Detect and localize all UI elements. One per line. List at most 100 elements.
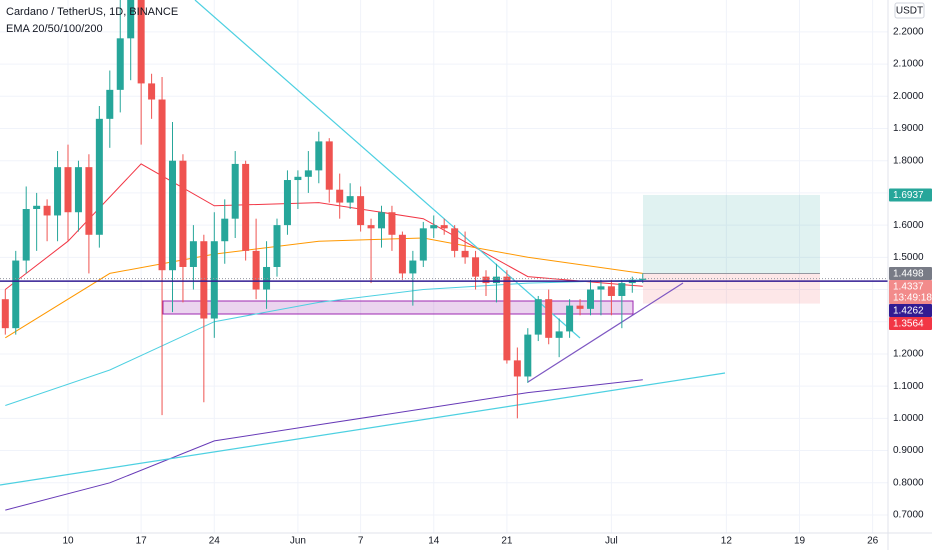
candle-body [503,276,511,361]
x-tick-label: 14 [428,536,440,547]
candle-body [179,160,187,267]
target-zone [643,194,820,274]
candle-body [430,225,438,229]
candle-body [524,334,532,377]
price-badge [889,279,932,304]
candle-body [64,167,72,213]
candle-body [22,209,30,261]
candle-body [639,278,647,280]
candle-body [221,218,229,242]
candle-body [263,266,271,290]
candle-body [440,225,448,229]
currency-box [894,2,925,19]
stop-zone [643,273,820,304]
candle-body [566,305,574,332]
candle-body [43,205,51,216]
candle-body [482,276,490,284]
y-tick-label: 1.0000 [893,413,924,424]
trendline [0,372,726,486]
y-tick-label: 1.9000 [893,123,924,134]
currency: USDT [896,6,923,17]
candle-body [189,241,197,267]
candle-body [597,286,605,290]
ema-line [5,379,643,511]
ema-line [5,237,643,339]
y-tick-label: 0.9000 [893,445,924,456]
candle-body [378,212,385,229]
candle-body [252,250,260,290]
y-tick-label: 1.2000 [893,349,924,360]
candle-body [294,176,302,181]
countdown-label: 13:49:18 [893,293,932,304]
candle-body [1,299,9,329]
candle-body [367,225,375,229]
x-tick-label: 24 [209,536,221,547]
candle-body [12,260,20,329]
candle-body [54,167,62,216]
candle-body [545,299,553,338]
candle-body [618,283,626,296]
y-tick-label: 0.8000 [893,477,924,488]
x-tick-label: 26 [867,536,879,547]
price-badge-label: 1.3564 [893,318,924,329]
candle-body [492,276,500,284]
candle-body [357,196,365,226]
candle-body [106,89,114,119]
candle-body [336,189,344,203]
y-tick-label: 2.0000 [893,91,924,102]
trendline [527,282,684,383]
candle-body [116,38,124,90]
candle-body [137,0,145,84]
candle-body [451,228,459,251]
candle-body [200,241,208,319]
candle-body [95,118,103,235]
candle-body [534,299,542,335]
axes: 0.70000.80000.90001.00001.10001.20001.30… [62,27,924,547]
candle-body [555,331,563,338]
candle-body [169,160,176,271]
candle-body [513,360,521,377]
x-tick-label: Jul [605,536,618,547]
y-tick-label: 1.8000 [893,155,924,166]
candle-body [127,0,135,39]
candle-body [419,228,427,261]
candle-body [472,257,480,277]
candle-body [85,167,93,235]
ema-line [5,279,643,406]
x-tick-label: 21 [501,536,513,547]
zones [162,194,820,315]
y-tick-label: 1.5000 [893,252,924,263]
plot-area [0,0,888,511]
candle-body [304,170,312,177]
candle-body [461,250,469,258]
candle-body [398,234,406,274]
y-tick-label: 2.2000 [893,27,924,38]
price-badge [889,303,932,317]
ema-lines [4,163,643,511]
candle-body [273,225,281,267]
candle-body [607,286,615,296]
candle-body [587,289,594,309]
levels [0,278,888,282]
price-badge [889,266,932,280]
candle-body [242,163,250,251]
candle-body [325,141,333,190]
x-tick-label: 12 [721,536,733,547]
candle-body [33,205,41,210]
candles [1,0,647,419]
x-tick-label: Jun [290,536,306,547]
support-zone [162,300,634,315]
indicator-legend: EMA 20/50/100/200 [6,23,103,35]
candle-body [148,83,156,100]
price-badge-label: 1.4337 [893,281,924,292]
candle-body [315,141,323,171]
price-badge-label: 1.4498 [893,268,924,279]
x-tick-label: 10 [62,536,74,547]
candle-body [346,196,354,203]
y-tick-label: 1.1000 [893,381,924,392]
y-tick-label: 2.1000 [893,59,924,70]
candle-body [409,260,417,274]
